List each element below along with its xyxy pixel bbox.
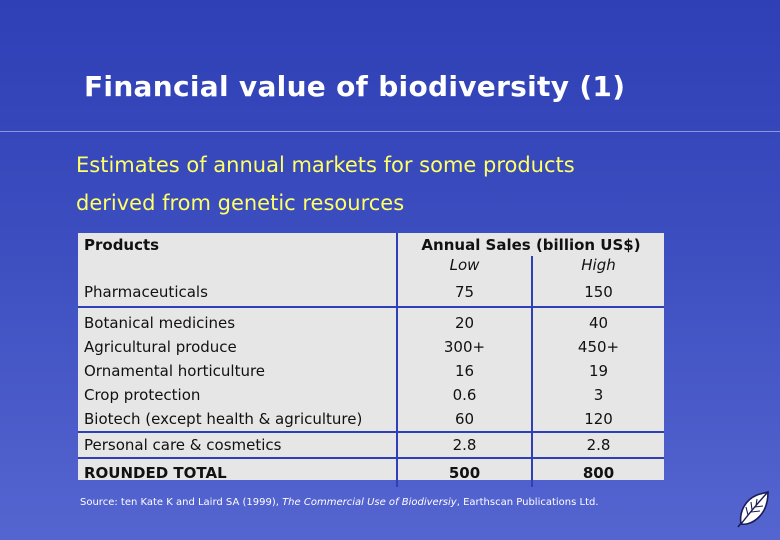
row-low: 60 [397, 407, 533, 433]
table-row: Agricultural produce 300+ 450+ [78, 335, 664, 359]
row-high: 150 [532, 278, 665, 308]
slide-subtitle: Estimates of annual markets for some pro… [76, 146, 696, 222]
row-product: Crop protection [78, 383, 398, 407]
title-divider [0, 131, 780, 132]
table-row: Ornamental horticulture 16 19 [78, 359, 664, 383]
row-product: Ornamental horticulture [78, 359, 398, 383]
row-low: 20 [397, 307, 533, 335]
row-high: 450+ [577, 338, 620, 356]
source-citation: Source: ten Kate K and Laird SA (1999), … [80, 497, 599, 508]
table-total-row: ROUNDED TOTAL 500 800 [78, 458, 664, 487]
sales-table: Products Annual Sales (billion US$) Low … [78, 233, 665, 487]
table-row: Botanical medicines 20 40 [78, 307, 664, 335]
row-product: Pharmaceuticals [78, 278, 398, 308]
row-low: 300+ [397, 335, 533, 359]
slide-title: Financial value of biodiversity (1) [84, 70, 626, 103]
row-high: 40 [588, 314, 609, 332]
total-high: 800 [582, 464, 615, 482]
row-product: Personal care & cosmetics [78, 432, 398, 459]
row-low: 75 [397, 278, 533, 308]
table-row: Biotech (except health & agriculture) 60… [78, 407, 665, 433]
table-row: Personal care & cosmetics 2.8 2.8 [78, 432, 665, 459]
leaf-icon [737, 490, 769, 528]
row-low: 0.6 [397, 383, 533, 407]
header-high: High [581, 256, 616, 274]
row-product: Biotech (except health & agriculture) [78, 407, 398, 433]
subtitle-line-1: Estimates of annual markets for some pro… [76, 153, 575, 177]
source-book-title: The Commercial Use of Biodiversiy [282, 497, 457, 508]
row-product: Agricultural produce [78, 335, 398, 359]
subtitle-line-2: derived from genetic resources [76, 191, 405, 215]
table-row: Crop protection 0.6 3 [78, 383, 664, 407]
total-low: 500 [397, 458, 533, 487]
header-annual-sales: Annual Sales (billion US$) [421, 236, 641, 254]
row-product: Botanical medicines [78, 307, 398, 335]
header-products: Products [78, 233, 398, 278]
table-row: Pharmaceuticals 75 150 [78, 278, 665, 308]
row-low: 2.8 [397, 432, 533, 459]
table-subheader-row: Low High [78, 256, 664, 278]
row-high: 120 [532, 407, 665, 433]
row-high: 19 [588, 362, 609, 380]
header-low: Low [397, 256, 533, 278]
row-high: 3 [593, 386, 604, 404]
row-low: 16 [397, 359, 533, 383]
table-header-row: Products Annual Sales (billion US$) [78, 233, 664, 278]
source-prefix: Source: ten Kate K and Laird SA (1999), [80, 497, 283, 508]
sales-table-panel: Products Annual Sales (billion US$) Low … [78, 233, 665, 487]
source-suffix: , Earthscan Publications Ltd. [456, 497, 599, 508]
total-label: ROUNDED TOTAL [78, 458, 398, 487]
row-high: 2.8 [532, 432, 665, 459]
